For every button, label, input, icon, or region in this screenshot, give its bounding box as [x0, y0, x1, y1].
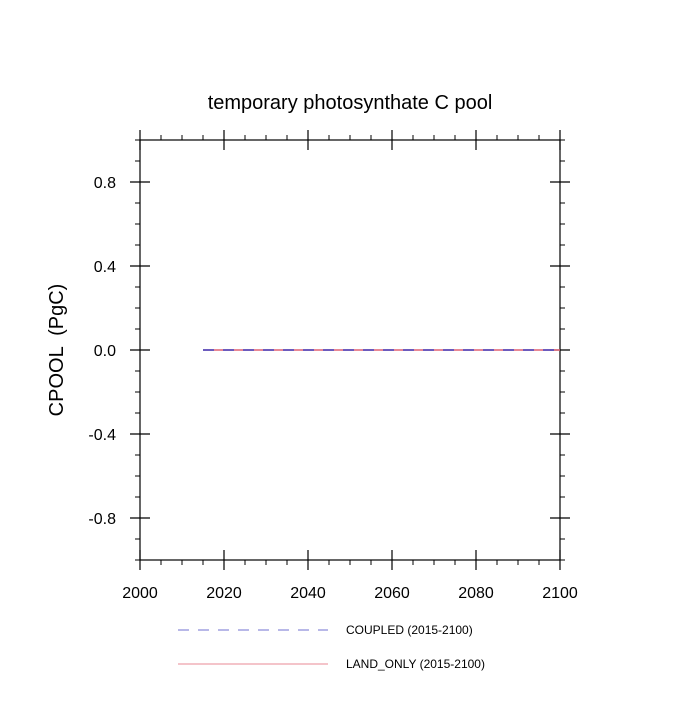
y-tick-label: -0.8 — [88, 511, 116, 528]
y-tick-label: 0.0 — [94, 343, 116, 360]
axes: 2000 2020 2040 2060 2080 2100 0.8 0.4 0.0 -0.4 -0.… — [88, 130, 578, 602]
y-tick-label: 0.8 — [94, 175, 116, 192]
x-tick-label: 2020 — [206, 585, 242, 602]
x-tick-label: 2040 — [290, 585, 326, 602]
legend-label-1: LAND_ONLY (2015-2100) — [346, 657, 485, 671]
legend-label-0: COUPLED (2015-2100) — [346, 623, 473, 637]
x-tick-label: 2080 — [458, 585, 494, 602]
x-tick-label: 2000 — [122, 585, 158, 602]
x-tick-label: 2060 — [374, 585, 410, 602]
y-tick-label: -0.4 — [88, 427, 116, 444]
legend: COUPLED (2015-2100) LAND_ONLY (2015-2100) — [178, 623, 485, 671]
x-tick-label: 2100 — [542, 585, 578, 602]
y-tick-label: 0.4 — [94, 259, 116, 276]
y-axis-label: CPOOL (PgC) — [46, 284, 68, 417]
chart-title: temporary photosynthate C pool — [208, 92, 493, 114]
